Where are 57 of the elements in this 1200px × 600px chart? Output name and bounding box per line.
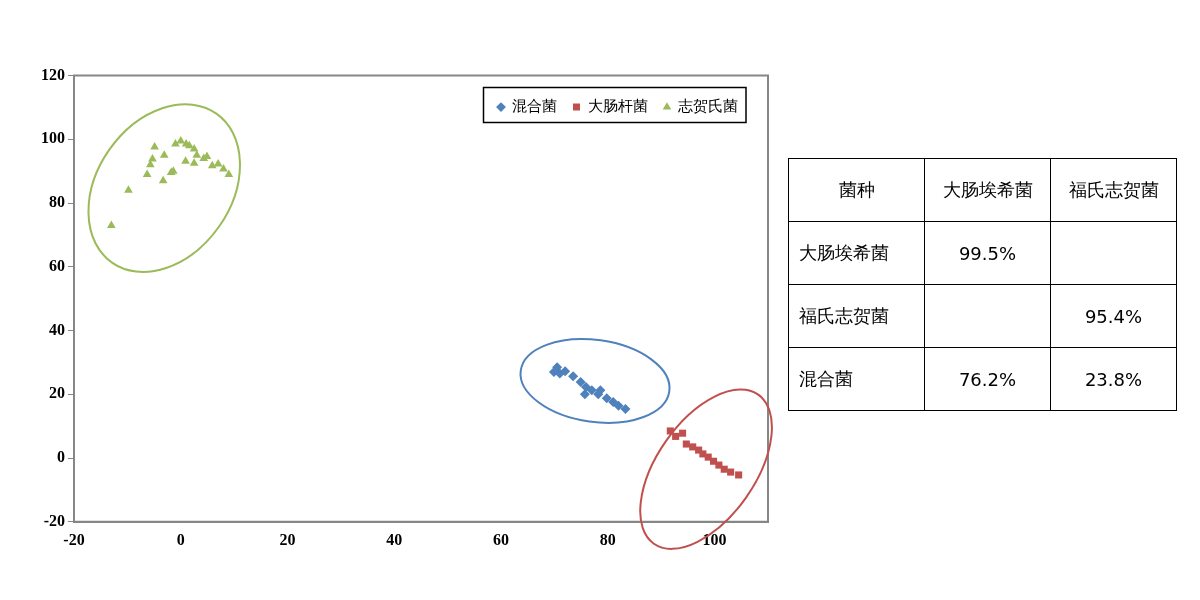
point	[620, 403, 631, 414]
data-label: 95.4%	[1050, 284, 1177, 348]
y-axis-title: 菌种	[788, 158, 925, 222]
y-tick-label: 40	[49, 320, 65, 338]
data-label: 99.5%	[924, 221, 1051, 285]
x-tick-label: -20	[63, 530, 85, 548]
point	[679, 429, 687, 437]
point	[107, 220, 116, 228]
x-tick-label: 80	[599, 530, 616, 548]
y-tick-label: 20	[49, 384, 65, 402]
point	[148, 154, 157, 162]
point	[189, 143, 199, 152]
x-tick-label: 100	[702, 530, 727, 548]
point	[727, 468, 735, 476]
data-label: 76.2%	[924, 347, 1051, 411]
point	[124, 185, 133, 193]
point	[568, 371, 579, 382]
x-tick-label: 20	[279, 530, 296, 548]
y-tick-label: 大肠埃希菌	[788, 221, 925, 285]
y-tick-label: 120	[41, 65, 65, 83]
point	[720, 465, 728, 473]
point	[735, 471, 743, 479]
y-tick-label: 福氏志贺菌	[788, 284, 925, 348]
point	[689, 443, 697, 451]
x-tick-label: 60	[493, 530, 510, 548]
point	[560, 366, 571, 377]
point	[207, 160, 217, 169]
legend-label: 混合菌	[512, 96, 557, 115]
point	[158, 175, 168, 184]
point	[159, 150, 169, 158]
point	[142, 169, 152, 177]
point	[579, 389, 590, 400]
y-tick-label: 80	[49, 193, 65, 211]
point	[586, 385, 597, 396]
point	[672, 432, 680, 440]
legend-label: 大肠杆菌	[587, 96, 648, 115]
point	[189, 158, 199, 166]
y-tick-label: 0	[57, 448, 65, 466]
point	[601, 393, 612, 404]
x-tick-label: 0	[176, 530, 185, 548]
point	[575, 376, 586, 387]
y-tick-label: 100	[41, 129, 65, 147]
legend-label: 志贺氏菌	[678, 96, 738, 115]
y-tick-label: 60	[49, 256, 65, 274]
x-tick-label: 40	[386, 530, 403, 548]
point	[181, 156, 190, 164]
point	[192, 150, 202, 158]
y-tick-label: -20	[43, 511, 65, 529]
point	[682, 440, 690, 448]
point	[224, 169, 234, 177]
point	[213, 158, 223, 167]
point	[171, 139, 180, 147]
point	[613, 400, 624, 411]
point	[715, 461, 723, 469]
point	[608, 396, 619, 407]
y-tick-label: 混合菌	[788, 347, 925, 411]
data-label: 23.8%	[1050, 347, 1177, 411]
